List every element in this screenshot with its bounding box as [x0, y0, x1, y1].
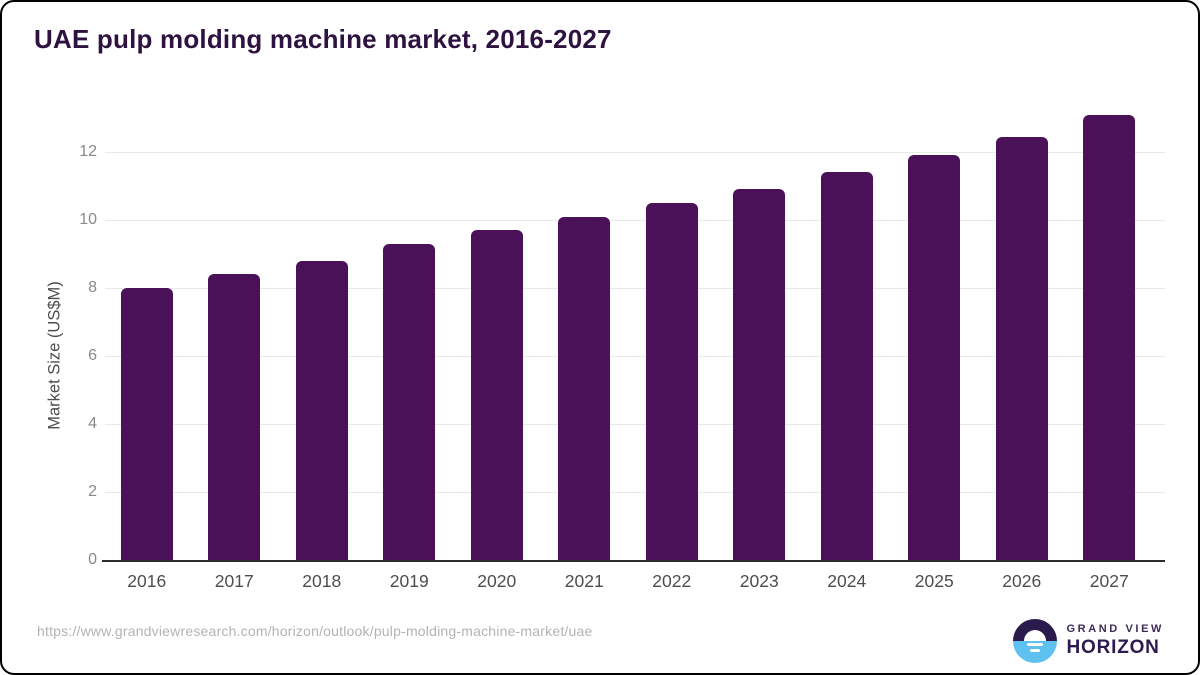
y-tick-label: 2 [88, 483, 97, 500]
x-tick-label: 2022 [652, 571, 692, 591]
gridline [105, 492, 1165, 493]
gridline [105, 356, 1165, 357]
gridline [105, 220, 1165, 221]
bar-column-2025 [891, 100, 979, 560]
bar-column-2020 [453, 100, 541, 560]
bar-column-2017 [191, 100, 279, 560]
bar [558, 216, 611, 560]
y-tick-label: 8 [88, 279, 97, 296]
x-tick-label: 2027 [1089, 571, 1129, 591]
bar [1083, 114, 1136, 560]
x-tick-label: 2018 [302, 571, 342, 591]
bar-column-2021 [541, 100, 629, 560]
y-tick-label: 0 [88, 551, 97, 568]
bar [208, 274, 261, 560]
brand-text: GRAND VIEW HORIZON [1067, 623, 1165, 659]
x-tick-label: 2016 [127, 571, 167, 591]
x-tick-label: 2020 [477, 571, 517, 591]
bar [908, 155, 961, 560]
bar-column-2026 [978, 100, 1066, 560]
sun-shape [1023, 630, 1046, 641]
bar-column-2023 [716, 100, 804, 560]
x-axis-line [102, 560, 1165, 562]
x-tick-label: 2017 [214, 571, 254, 591]
y-tick-label: 10 [79, 211, 97, 228]
sunrise-horizon-icon [1012, 619, 1057, 663]
x-tick-label: 2023 [739, 571, 779, 591]
bars-row [103, 100, 1153, 560]
bar-column-2019 [366, 100, 454, 560]
brand-name-bottom: HORIZON [1066, 637, 1160, 658]
x-axis-labels: 2016 2017 2018 2019 2020 2021 2022 2023 2024 2025… [103, 571, 1153, 592]
x-tick-label: 2026 [1002, 571, 1042, 591]
y-tick-label: 6 [88, 347, 97, 364]
gridline [105, 424, 1165, 425]
bar [995, 136, 1048, 560]
bar [820, 172, 873, 560]
gridline [105, 152, 1165, 153]
x-tick-label: 2019 [389, 571, 429, 591]
x-tick-label: 2024 [827, 571, 867, 591]
gridline [105, 288, 1165, 289]
brand-name-top: GRAND VIEW [1066, 623, 1164, 635]
bar-column-2024 [803, 100, 891, 560]
bar [733, 189, 786, 560]
bar [295, 260, 348, 560]
wave-line [1029, 649, 1040, 652]
y-tick-label: 4 [88, 415, 97, 432]
brand-logo: GRAND VIEW HORIZON [1012, 619, 1165, 663]
x-tick-label: 2025 [914, 571, 954, 591]
chart-title: UAE pulp molding machine market, 2016-20… [34, 24, 612, 54]
y-tick-label: 12 [79, 143, 97, 160]
bar [120, 288, 173, 560]
source-url: https://www.grandviewresearch.com/horizo… [37, 623, 593, 639]
bar-column-2018 [278, 100, 366, 560]
bar [470, 230, 523, 560]
bar-column-2022 [628, 100, 716, 560]
bar-column-2027 [1066, 100, 1154, 560]
bar [383, 243, 436, 560]
wave-line [1026, 643, 1043, 646]
bar-column-2016 [103, 100, 191, 560]
bar [645, 203, 698, 560]
x-tick-label: 2021 [564, 571, 604, 591]
